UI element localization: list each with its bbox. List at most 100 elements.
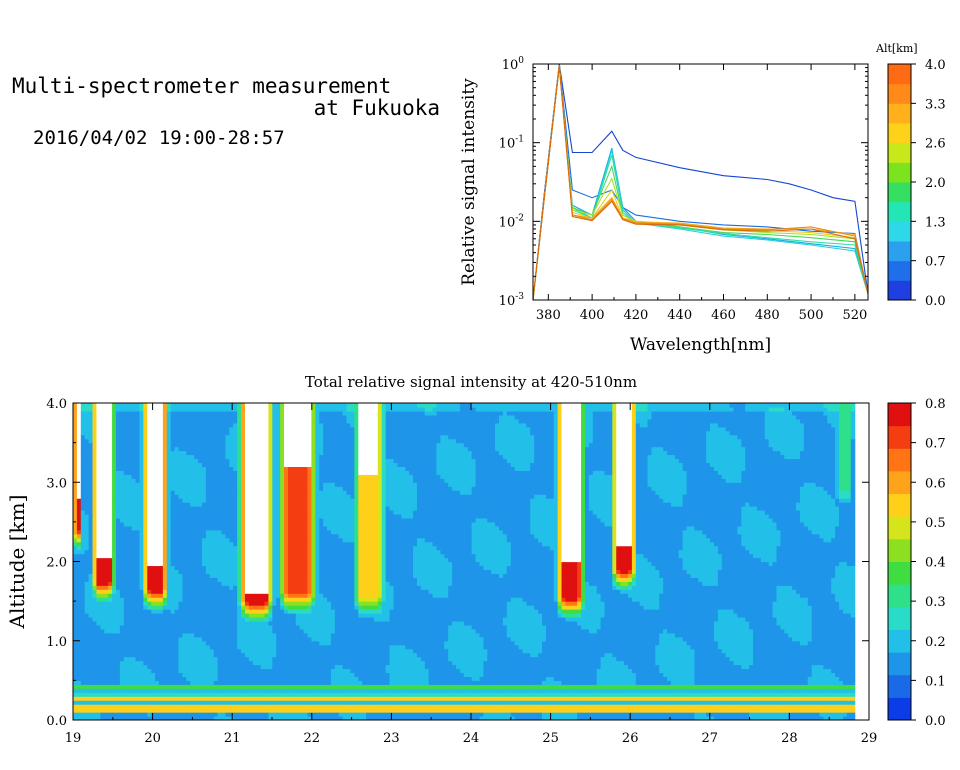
heatmap-cell — [276, 418, 281, 424]
heatmap-cell — [237, 410, 242, 416]
heatmap-cell — [170, 700, 176, 705]
heatmap-cell — [209, 609, 215, 614]
heatmap-cell — [147, 494, 152, 499]
heatmap-cell — [174, 458, 180, 464]
heatmap-cell — [303, 422, 309, 428]
heatmap-cell — [123, 470, 129, 475]
heatmap-cell — [112, 541, 117, 547]
heatmap-cell — [147, 664, 152, 670]
heatmap-cell — [119, 418, 125, 424]
heatmap-cell — [198, 442, 203, 448]
heatmap-cell — [96, 525, 101, 531]
heatmap-cell — [213, 470, 219, 475]
heatmap-cell — [299, 712, 305, 717]
heatmap-cell — [201, 553, 207, 559]
heatmap-cell — [287, 640, 293, 646]
heatmap-cell — [112, 589, 117, 594]
heatmap-cell — [147, 696, 152, 701]
heatmap-cell — [162, 613, 168, 618]
heatmap-cell — [303, 656, 309, 662]
heatmap-cell — [198, 513, 203, 519]
heatmap-cell — [115, 672, 121, 678]
heatmap-cell — [182, 549, 187, 555]
heatmap-cell — [307, 700, 313, 705]
heatmap-cell — [112, 692, 117, 697]
heatmap-cell — [244, 470, 250, 475]
heatmap-cell — [131, 672, 137, 678]
heatmap-cell — [268, 569, 273, 574]
heatmap-cell — [256, 624, 262, 630]
heatmap-cell — [264, 509, 270, 515]
heatmap-cell — [244, 716, 250, 720]
heatmap-cell — [131, 509, 137, 515]
heatmap-cell — [92, 478, 98, 483]
heatmap-cell — [252, 545, 258, 551]
heatmap-cell — [147, 517, 152, 523]
heatmap-cell — [108, 533, 113, 539]
heatmap-cell — [104, 636, 109, 642]
spectrum-y-tick-label-0: 10-3 — [499, 292, 525, 309]
heatmap-cell — [155, 573, 160, 578]
heatmap-cell — [307, 704, 313, 709]
heatmap-cell — [237, 549, 242, 555]
heatmap-cell — [229, 406, 234, 412]
heatmap-cell — [139, 620, 144, 626]
heatmap-cell — [307, 712, 313, 717]
heatmap-cell — [248, 403, 254, 408]
heatmap-cell — [178, 616, 184, 622]
heatmap-cell — [166, 434, 172, 440]
heatmap-cell — [209, 632, 215, 638]
heatmap-cell — [280, 458, 285, 464]
heatmap-cell — [143, 426, 148, 432]
heatmap-cell — [151, 688, 156, 693]
heatmap-cell — [233, 668, 238, 674]
heatmap-cell — [92, 712, 98, 717]
heatmap-cell — [280, 525, 285, 531]
heatmap-cell — [178, 533, 184, 539]
heatmap-cell — [178, 624, 184, 630]
heatmap-cell — [221, 616, 227, 622]
heatmap-cell — [268, 636, 273, 642]
altitude-colorbar-swatch-2 — [888, 241, 911, 262]
heatmap-cell — [295, 549, 301, 555]
heatmap-cell — [252, 438, 258, 444]
heatmap-cell — [241, 624, 246, 630]
heatmap-cell — [182, 700, 187, 705]
heatmap-cell — [217, 609, 223, 614]
heatmap-cell — [143, 613, 148, 618]
heatmap-cell — [280, 521, 285, 527]
heatmap-cell — [303, 434, 309, 440]
heatmap-cell — [108, 537, 113, 543]
heatmap-cell — [291, 616, 297, 622]
heatmap-cell — [158, 446, 164, 452]
heatmap-cell — [123, 490, 129, 495]
heatmap-cell — [76, 569, 82, 574]
heatmap-cell — [139, 684, 144, 689]
heatmap-cell — [295, 704, 301, 709]
heatmap-cell — [198, 573, 203, 578]
heatmap-cell — [174, 573, 180, 578]
heatmap-cell — [291, 403, 297, 408]
heatmap-cell — [108, 597, 113, 602]
heatmap-cell — [217, 688, 223, 693]
heatmap-cell — [104, 454, 109, 460]
heatmap-cell — [276, 601, 281, 606]
heatmap-cell — [244, 676, 250, 681]
heatmap-cell — [303, 696, 309, 701]
heatmap-cell — [92, 474, 98, 479]
heatmap-cell — [174, 569, 180, 574]
heatmap-cell — [221, 640, 227, 646]
heatmap-cell — [147, 672, 152, 678]
heatmap-cell — [139, 434, 144, 440]
heatmap-cell — [147, 613, 152, 618]
heatmap-cell — [256, 486, 262, 491]
heatmap-cell — [84, 664, 90, 670]
heatmap-cell — [256, 509, 262, 515]
heatmap-cell — [225, 442, 230, 448]
heatmap-cell — [147, 434, 152, 440]
heatmap-cell — [237, 648, 242, 654]
heatmap-cell — [248, 692, 254, 697]
heatmap-cell — [88, 624, 94, 630]
heatmap-cell — [139, 573, 144, 578]
heatmap-cell — [217, 426, 223, 432]
